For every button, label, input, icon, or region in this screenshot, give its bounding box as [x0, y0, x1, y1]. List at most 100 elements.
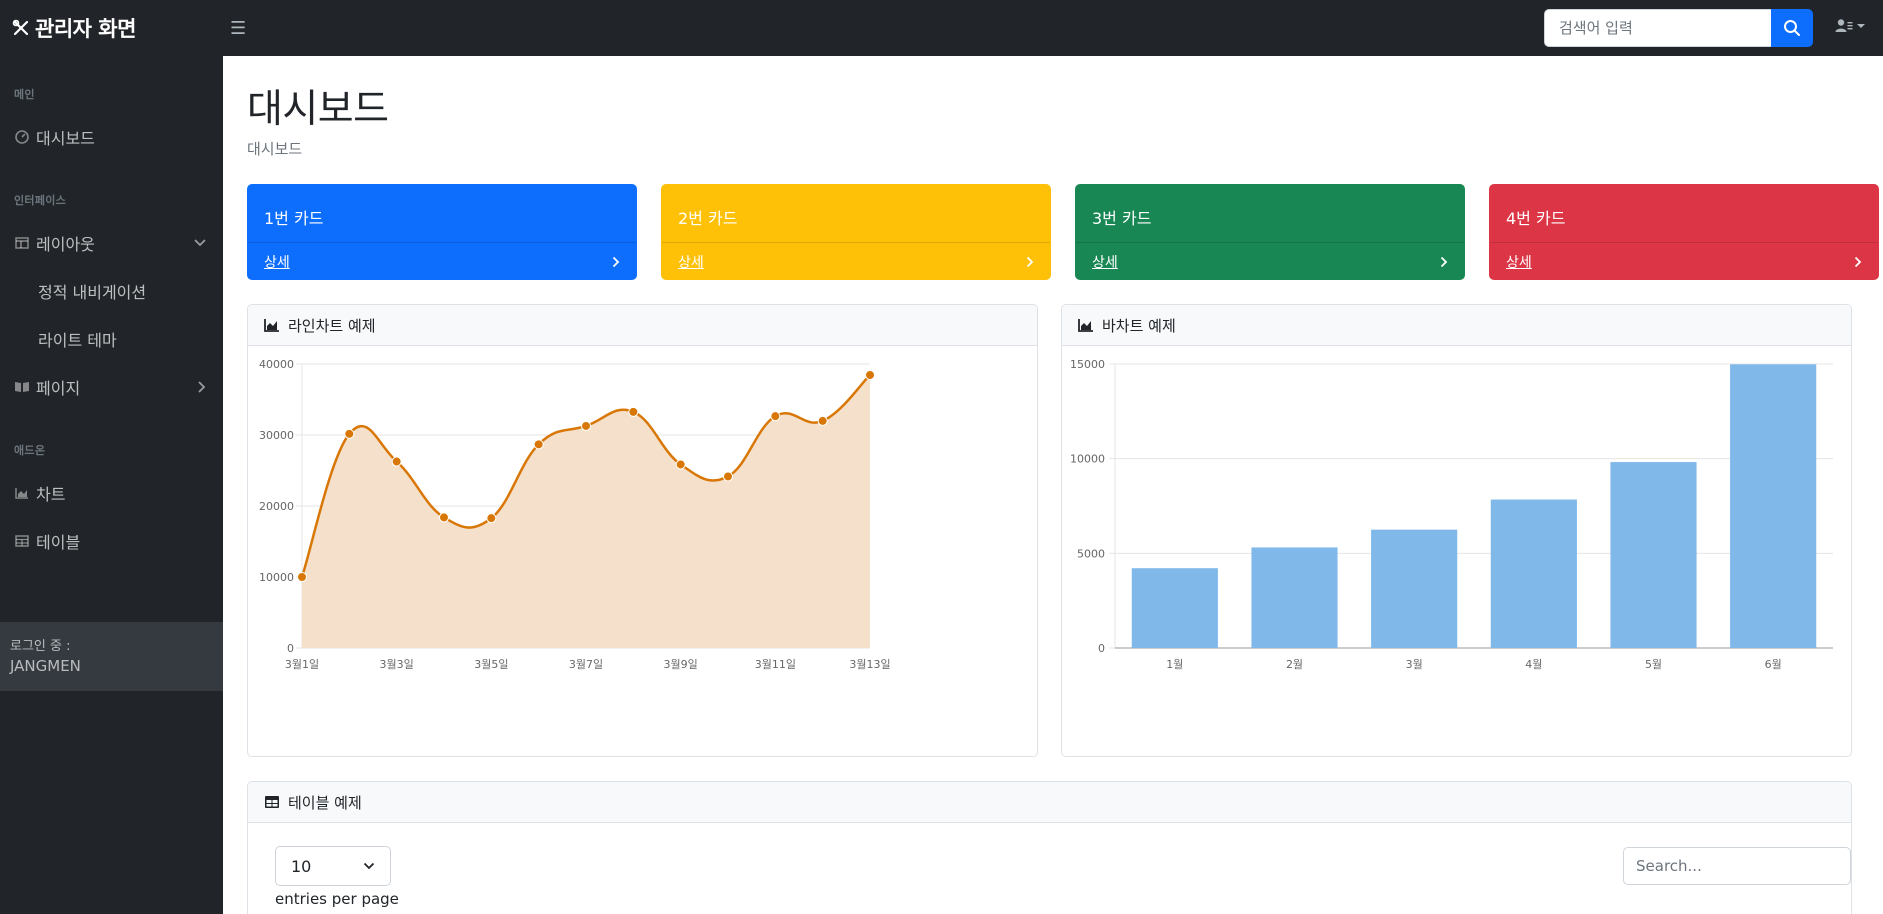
data-point	[391, 456, 402, 467]
data-point	[486, 513, 497, 524]
x-tick-label: 2월	[1286, 658, 1303, 671]
sidebar-heading-addon: 애드온	[14, 444, 46, 457]
card-detail-link[interactable]: 상세	[1076, 242, 1464, 279]
entries-value: 10	[291, 856, 312, 876]
data-point	[865, 369, 875, 380]
table-icon	[265, 796, 279, 808]
book-open-icon	[14, 381, 30, 393]
logged-in-label: 로그인 중 :	[10, 639, 71, 654]
sidebar-item-label: 대시보드	[36, 129, 95, 148]
bar	[1610, 462, 1697, 648]
sidebar-item-layout[interactable]: 레이아웃	[0, 223, 223, 263]
bar	[1730, 364, 1817, 648]
bar	[1371, 529, 1458, 648]
sidebar-item-label: 차트	[36, 485, 66, 504]
chevron-right-icon	[1440, 256, 1448, 268]
y-tick-label: 5000	[1077, 547, 1105, 560]
data-point	[581, 420, 591, 431]
bar-chart-title: 바차트 예제	[1102, 316, 1176, 335]
sidebar-subitem-static-nav[interactable]: 정적 내비게이션	[38, 283, 147, 302]
table-icon	[14, 535, 30, 547]
x-tick-label: 3월	[1406, 658, 1423, 671]
entries-per-page-select[interactable]: 10	[275, 846, 391, 886]
data-point	[533, 439, 544, 450]
chevron-down-icon	[193, 238, 207, 248]
card-link-label: 상세	[264, 255, 290, 271]
area-fill	[302, 374, 870, 648]
bar-chart-panel: 바차트 예제 0 5000 10000 15000 1월 2월 3월 4월 5월 6월	[1061, 304, 1852, 757]
top-search-button[interactable]	[1771, 9, 1813, 47]
columns-icon	[14, 237, 30, 249]
sidebar: 메인 대시보드 인터페이스 레이아웃 정적 내비게이션 라이트 테마 페이지 애…	[0, 56, 223, 914]
x-tick-label: 3월7일	[569, 657, 603, 671]
bar	[1490, 499, 1577, 648]
x-tick-label: 6월	[1765, 658, 1782, 671]
card-detail-link[interactable]: 상세	[662, 242, 1050, 279]
x-tick-label: 5월	[1645, 658, 1662, 671]
y-tick-label: 20000	[259, 500, 294, 513]
table-title: 테이블 예제	[288, 793, 362, 812]
sidebar-item-tables[interactable]: 테이블	[0, 521, 223, 561]
card-4: 4번 카드 상세	[1489, 184, 1879, 280]
table-panel: 테이블 예제 10 entries per page	[247, 781, 1852, 914]
data-point	[723, 471, 733, 482]
sidebar-heading-interface: 인터페이스	[14, 194, 67, 207]
data-point	[439, 512, 449, 523]
chevron-right-icon	[197, 380, 207, 394]
x-tick-label: 3월13일	[849, 657, 890, 671]
x-tick-label: 1월	[1166, 658, 1183, 671]
table-header: 테이블 예제	[248, 782, 1851, 823]
top-navbar: 관리자 화면 ☰	[0, 0, 1883, 56]
breadcrumb: 대시보드	[247, 140, 303, 158]
card-2: 2번 카드 상세	[661, 184, 1051, 280]
card-detail-link[interactable]: 상세	[248, 242, 636, 279]
card-title: 3번 카드	[1092, 209, 1152, 228]
sidebar-toggle-icon[interactable]: ☰	[230, 17, 247, 39]
y-tick-label: 15000	[1070, 358, 1105, 371]
y-tick-label: 10000	[1070, 453, 1105, 466]
card-1: 1번 카드 상세	[247, 184, 637, 280]
sidebar-subitem-light-theme[interactable]: 라이트 테마	[38, 331, 117, 350]
sidebar-item-pages[interactable]: 페이지	[0, 367, 223, 407]
line-chart-header: 라인차트 예제	[248, 305, 1037, 346]
table-search-input[interactable]	[1623, 847, 1851, 885]
card-link-label: 상세	[1092, 255, 1118, 271]
x-tick-label: 3월3일	[380, 657, 414, 671]
card-title: 2번 카드	[678, 209, 738, 228]
y-tick-label: 40000	[259, 358, 294, 371]
page-title: 대시보드	[247, 87, 389, 132]
main-content: 대시보드 대시보드 1번 카드 상세 2번 카드 상세 3번 카드 상세 4번 …	[223, 56, 1883, 914]
bar-chart-header: 바차트 예제	[1062, 305, 1851, 346]
top-search-input[interactable]	[1544, 9, 1771, 47]
search-icon	[1784, 20, 1800, 36]
data-point	[628, 406, 639, 417]
card-detail-link[interactable]: 상세	[1490, 242, 1878, 279]
top-search	[1544, 9, 1813, 47]
sidebar-item-label: 테이블	[36, 533, 81, 552]
tools-icon	[12, 19, 29, 36]
y-tick-label: 10000	[259, 571, 294, 584]
entries-per-page-label: entries per page	[275, 890, 399, 908]
y-tick-label: 0	[287, 642, 294, 655]
sidebar-item-dashboard[interactable]: 대시보드	[0, 117, 223, 157]
brand[interactable]: 관리자 화면	[0, 13, 223, 43]
data-point	[297, 572, 307, 582]
sidebar-item-charts[interactable]: 차트	[0, 473, 223, 513]
data-point	[344, 428, 355, 439]
chevron-right-icon	[1854, 256, 1862, 268]
sidebar-item-label: 페이지	[36, 379, 81, 398]
x-tick-label: 3월5일	[474, 657, 508, 671]
x-tick-label: 3월9일	[664, 657, 698, 671]
user-menu[interactable]	[1835, 18, 1865, 34]
y-tick-label: 30000	[259, 429, 294, 442]
bar-chart: 0 5000 10000 15000 1월 2월 3월 4월 5월 6월	[1070, 358, 1833, 671]
bar	[1251, 547, 1338, 648]
chart-area-icon	[1078, 319, 1093, 332]
logged-in-user: JANGMEN	[10, 657, 81, 675]
chevron-right-icon	[612, 256, 620, 268]
sidebar-heading-main: 메인	[14, 88, 35, 101]
card-title: 1번 카드	[264, 209, 324, 228]
card-title: 4번 카드	[1506, 209, 1566, 228]
bar	[1131, 568, 1218, 648]
x-tick-label: 3월11일	[755, 657, 796, 671]
